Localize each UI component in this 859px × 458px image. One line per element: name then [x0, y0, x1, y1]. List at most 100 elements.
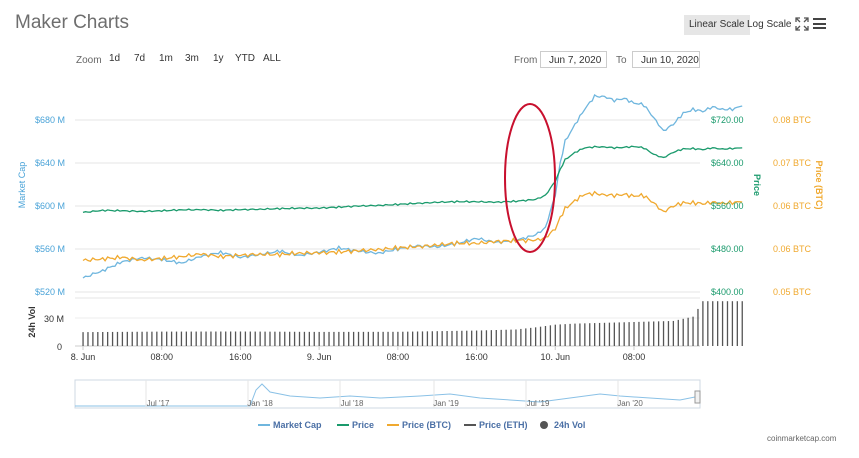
volume-bar [151, 331, 153, 346]
volume-bar [200, 331, 202, 346]
navigator-tick-label: Jul '19 [527, 399, 550, 408]
volume-bar [648, 321, 650, 346]
volume-bar [554, 324, 556, 346]
volume-bar [736, 301, 738, 346]
volume-bar [215, 331, 217, 346]
zoom-1d-button[interactable]: 1d [109, 53, 121, 64]
fullscreen-icon[interactable] [795, 17, 809, 31]
volume-bar [367, 331, 370, 346]
volume-bar [111, 331, 114, 346]
volume-bar [623, 322, 625, 346]
right-usd-tick-label: $480.00 [711, 244, 744, 254]
navigator-tick-label: Jan '19 [433, 399, 459, 408]
zoom-ytd-button[interactable]: YTD [235, 53, 255, 64]
right-usd-axis-title: Price [752, 174, 762, 196]
volume-bar [579, 323, 581, 346]
volume-bar [392, 331, 394, 346]
volume-bar [225, 331, 227, 346]
legend-label: Price (BTC) [402, 420, 451, 430]
volume-bar [510, 329, 512, 346]
zoom-label: Zoom [76, 55, 102, 66]
volume-bar [106, 331, 109, 346]
linear-scale-button[interactable]: Linear Scale [684, 15, 750, 35]
navigator-tick-label: Jul '17 [147, 399, 170, 408]
volume-bar [436, 331, 438, 346]
zoom-all-button[interactable]: ALL [263, 53, 281, 64]
volume-bar [146, 331, 148, 346]
volume-bar [461, 330, 463, 346]
navigator-tick-label: Jan '18 [247, 399, 273, 408]
left-tick-label: $680 M [35, 115, 65, 125]
volume-tick-label: 30 M [44, 314, 64, 324]
volume-bar [352, 331, 355, 346]
volume-bar [274, 331, 276, 346]
page-title: Maker Charts [15, 12, 130, 33]
volume-bar [298, 331, 301, 346]
volume-bar [716, 301, 719, 346]
volume-bar [515, 329, 517, 346]
volume-bar [549, 325, 552, 346]
x-tick-label: 08:00 [623, 352, 646, 362]
volume-bar [411, 331, 414, 346]
volume-bar [539, 326, 542, 346]
volume-bar [161, 331, 163, 346]
volume-bar [121, 331, 124, 346]
log-scale-button[interactable]: Log Scale [747, 19, 792, 30]
volume-bar [185, 331, 188, 346]
volume-bar [431, 331, 433, 346]
volume-bar [594, 323, 596, 346]
volume-bar [603, 322, 606, 346]
volume-bar [480, 330, 483, 346]
volume-bar [92, 332, 94, 346]
x-tick-label: 16:00 [229, 352, 252, 362]
volume-bar [613, 322, 615, 346]
volume-bar [166, 331, 168, 346]
volume-bar [441, 331, 443, 346]
volume-bar [293, 331, 296, 346]
menu-icon[interactable] [813, 18, 826, 29]
volume-bar [249, 331, 251, 346]
left-tick-label: $520 M [35, 287, 65, 297]
series-line [82, 145, 743, 214]
zoom-7d-button[interactable]: 7d [134, 53, 146, 64]
volume-bar [702, 301, 704, 346]
volume-bar [97, 332, 99, 346]
x-tick-label: 08:00 [387, 352, 410, 362]
volume-bar [269, 331, 271, 346]
volume-bar [190, 331, 192, 346]
zoom-3m-button[interactable]: 3m [185, 53, 199, 64]
volume-bar [692, 316, 694, 346]
navigator-frame [74, 379, 701, 409]
to-date-input[interactable]: Jun 10, 2020 [632, 51, 700, 68]
volume-axis-title: 24h Vol [27, 306, 37, 337]
volume-bar [333, 331, 335, 346]
volume-bar [82, 332, 84, 346]
legend-label: Market Cap [273, 420, 322, 430]
zoom-1m-button[interactable]: 1m [159, 53, 173, 64]
zoom-1y-button[interactable]: 1y [213, 53, 224, 64]
volume-bar [170, 331, 173, 346]
from-date-input[interactable]: Jun 7, 2020 [540, 51, 607, 68]
volume-bar [598, 322, 601, 346]
series-line [82, 190, 743, 262]
right-usd-tick-label: $560.00 [711, 201, 744, 211]
volume-bar [220, 331, 222, 346]
volume-bar [116, 331, 119, 346]
volume-bar [397, 331, 399, 346]
volume-bar [372, 331, 374, 346]
left-tick-label: $560 M [35, 244, 65, 254]
volume-bar [210, 331, 212, 346]
volume-bar [682, 318, 684, 346]
volume-bar [726, 301, 729, 346]
volume-bar [279, 331, 281, 346]
volume-bar [495, 330, 497, 346]
right-usd-tick-label: $640.00 [711, 158, 744, 168]
volume-bar [126, 331, 128, 346]
series-line [82, 94, 743, 279]
x-tick-label: 10. Jun [540, 352, 570, 362]
volume-bar [721, 301, 724, 346]
volume-bar [633, 322, 635, 346]
volume-bar [505, 329, 507, 346]
volume-bar [608, 322, 611, 346]
volume-bar [254, 331, 256, 346]
